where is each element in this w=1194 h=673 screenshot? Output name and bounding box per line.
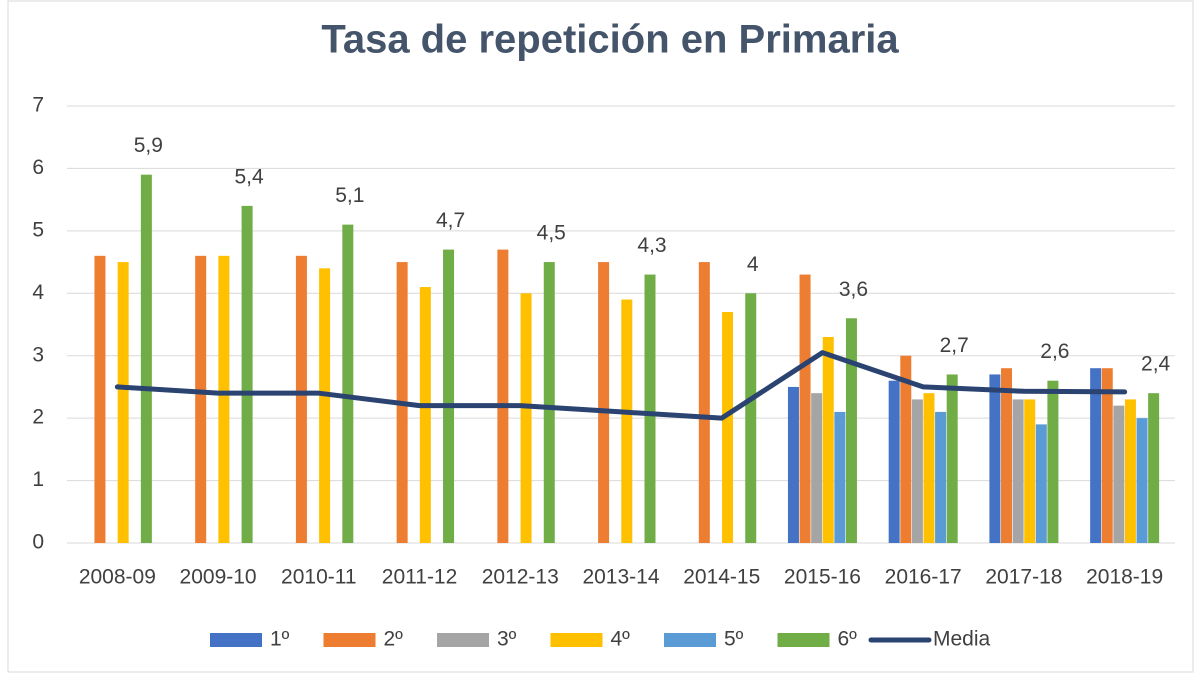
legend-swatch: [323, 633, 376, 647]
bar: [195, 255, 207, 544]
data-label: 3,6: [839, 278, 868, 301]
bar: [787, 386, 799, 543]
bar: [911, 399, 923, 543]
bar: [900, 355, 912, 543]
bar: [621, 299, 633, 543]
bar: [1113, 405, 1125, 543]
x-tick-label: 2018-19: [1086, 566, 1163, 589]
data-label: 4,3: [637, 234, 666, 257]
bar: [1047, 380, 1059, 543]
legend-label: 3º: [497, 628, 517, 651]
data-label: 2,4: [1141, 353, 1171, 376]
bar: [543, 262, 555, 543]
bar: [1012, 399, 1024, 543]
bar: [443, 249, 455, 544]
legend-swatch: [437, 633, 489, 647]
data-label: 5,1: [335, 184, 364, 207]
bar: [419, 287, 431, 543]
x-tick-label: 2010-11: [281, 566, 357, 589]
bar: [811, 393, 823, 543]
bar: [989, 374, 1001, 543]
x-tick-label: 2008-09: [79, 566, 156, 589]
bar: [1101, 368, 1113, 543]
x-tick-label: 2009-10: [180, 566, 257, 589]
bar: [117, 262, 129, 543]
bar: [241, 205, 253, 543]
bar: [698, 262, 710, 543]
legend-label: 6º: [838, 628, 858, 651]
bar: [935, 411, 947, 543]
x-tick-label: 2016-17: [885, 566, 962, 589]
bar: [799, 274, 811, 543]
y-tick-label: 7: [32, 94, 44, 117]
y-tick-label: 2: [32, 406, 44, 429]
bar: [140, 174, 152, 543]
x-tick-label: 2017-18: [985, 566, 1062, 589]
bar: [497, 249, 509, 544]
bar: [1035, 424, 1047, 543]
y-tick-label: 6: [32, 156, 44, 179]
bar: [598, 262, 610, 543]
bar: [342, 224, 354, 543]
legend-swatch: [550, 633, 603, 647]
bar: [822, 336, 834, 543]
bar: [218, 255, 230, 544]
bar: [520, 293, 532, 543]
bar: [94, 255, 106, 544]
y-tick-label: 5: [32, 218, 44, 241]
data-label: 5,9: [134, 134, 163, 157]
data-label: 4,7: [436, 209, 465, 232]
bar: [1001, 368, 1013, 543]
data-label: 4: [747, 253, 759, 276]
bar: [834, 411, 846, 543]
bar: [1148, 393, 1160, 543]
bar: [295, 255, 307, 544]
x-tick-label: 2013-14: [582, 566, 659, 589]
data-label: 5,4: [234, 165, 264, 188]
data-label: 2,6: [1040, 340, 1069, 363]
bar: [722, 312, 734, 543]
y-tick-label: 3: [32, 343, 44, 366]
bar: [845, 318, 857, 543]
bar: [745, 293, 757, 543]
y-tick-label: 4: [32, 281, 44, 304]
bar: [319, 268, 331, 543]
legend-swatch: [777, 633, 830, 647]
data-label: 2,7: [940, 334, 969, 357]
data-label: 4,5: [537, 222, 566, 245]
legend-swatch: [664, 633, 716, 647]
x-tick-label: 2012-13: [482, 566, 559, 589]
legend-label: 1º: [270, 628, 290, 651]
y-tick-label: 1: [32, 468, 44, 491]
legend-label: 4º: [611, 628, 631, 651]
bar: [1090, 368, 1102, 543]
legend-label: Media: [933, 628, 991, 651]
bar: [1136, 418, 1148, 543]
legend-label: 5º: [724, 628, 744, 651]
bar: [923, 393, 935, 543]
legend-swatch: [210, 633, 262, 647]
x-tick-label: 2014-15: [683, 566, 760, 589]
x-tick-label: 2015-16: [784, 566, 861, 589]
bar: [946, 374, 958, 543]
bar: [1124, 399, 1136, 543]
bar: [644, 274, 656, 543]
y-tick-label: 0: [32, 531, 44, 554]
x-tick-label: 2011-12: [382, 566, 458, 589]
line: [114, 350, 1128, 421]
legend-label: 2º: [384, 628, 404, 651]
chart-frame: [7, 0, 1194, 673]
bar: [1024, 399, 1036, 543]
bar: [888, 380, 900, 543]
chart-title: Tasa de repetición en Primaria: [321, 18, 899, 62]
